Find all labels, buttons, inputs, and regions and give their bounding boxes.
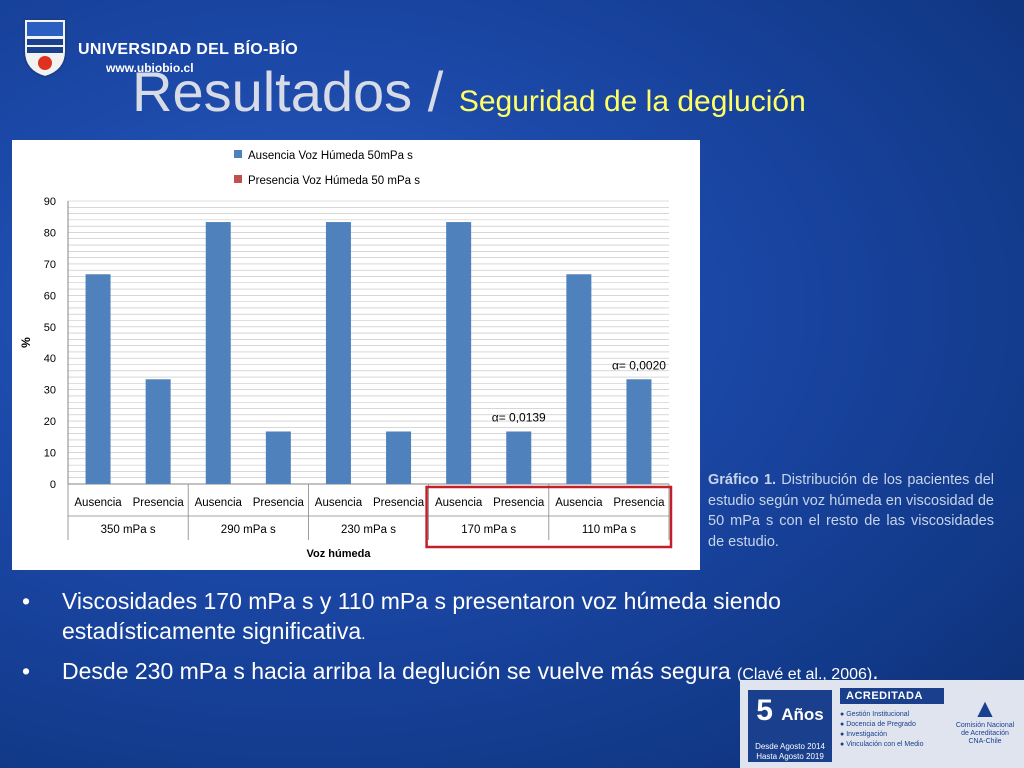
bar: [506, 431, 532, 484]
since-date: Desde Agosto 2014: [755, 742, 825, 751]
x-tick-label: Ausencia: [555, 497, 603, 509]
y-tick-label: 40: [44, 353, 56, 365]
chart-caption: Gráfico 1. Distribución de los pacientes…: [708, 470, 994, 552]
x-axis-label: Voz húmeda: [307, 548, 372, 560]
y-tick-label: 70: [44, 259, 56, 271]
x-tick-label: Presencia: [613, 497, 665, 509]
bar: [626, 379, 652, 484]
university-url: www.ubiobio.cl: [106, 61, 194, 75]
accreditation-badge: 5 Años Desde Agosto 2014 Hasta Agosto 20…: [740, 680, 1024, 768]
bar: [265, 431, 291, 484]
bullet-dot-icon: •: [22, 658, 31, 684]
org-line-1: Comisión Nacional: [955, 722, 1015, 729]
years-word: Años: [781, 705, 824, 724]
y-tick-label: 90: [44, 196, 56, 208]
y-tick-label: 60: [44, 290, 56, 302]
y-tick-label: 30: [44, 385, 56, 397]
y-tick-label: 0: [50, 479, 56, 491]
group-label: 230 mPa s: [341, 524, 396, 536]
area-item: Vinculación con el Medio: [840, 740, 944, 750]
x-tick-label: Ausencia: [195, 497, 243, 509]
bar: [325, 222, 351, 484]
significance-annotation: α= 0,0020: [612, 358, 666, 372]
y-tick-label: 20: [44, 416, 56, 428]
bar: [205, 222, 231, 484]
bar: [566, 274, 592, 484]
legend-label: Ausencia Voz Húmeda 50mPa s: [248, 150, 413, 162]
org-line-2: de Acreditación: [961, 730, 1009, 737]
page-title: Resultados / Seguridad de la deglución: [132, 64, 806, 120]
accreditation-areas: ACREDITADA Gestión Institucional Docenci…: [840, 688, 944, 750]
university-logo: UNIVERSIDAD DEL BÍO-BÍO www.ubiobio.cl: [22, 15, 298, 87]
bullet-item: • Viscosidades 170 mPa s y 110 mPa s pre…: [22, 586, 912, 650]
bullet-item: • Desde 230 mPa s hacia arriba la degluc…: [22, 656, 912, 690]
bar: [85, 274, 111, 484]
bullet-tail: .: [872, 658, 879, 684]
significance-annotation: α= 0,0139: [492, 410, 546, 424]
area-item: Docencia de Pregrado: [840, 720, 944, 730]
legend-swatch: [234, 150, 242, 158]
bullet-dot-icon: •: [22, 588, 31, 614]
area-item: Gestión Institucional: [840, 710, 944, 720]
chart-svg: 0 10 20 30 40 50 60 70 80 90% Ausencia Presencia Aus…: [19, 150, 673, 560]
x-tick-label: Presencia: [493, 497, 545, 509]
university-shield-icon: [23, 18, 67, 79]
years-number: 5: [756, 694, 773, 727]
legend-swatch: [234, 175, 242, 183]
highlight-box: [425, 485, 673, 549]
university-name: UNIVERSIDAD DEL BÍO-BÍO: [78, 41, 298, 58]
x-tick-label: Ausencia: [315, 497, 363, 509]
x-tick-label: Presencia: [253, 497, 305, 509]
caption-label: Gráfico 1.: [708, 472, 777, 488]
y-tick-label: 10: [44, 448, 56, 460]
x-tick-label: Presencia: [133, 497, 185, 509]
x-tick-label: Presencia: [373, 497, 425, 509]
cna-logo: ▲ Comisión Nacional de Acreditación CNA-…: [950, 694, 1020, 746]
group-label: 350 mPa s: [101, 524, 156, 536]
bar-chart: 0 10 20 30 40 50 60 70 80 90% Ausencia Presencia Aus…: [12, 140, 700, 570]
title-main: Resultados /: [132, 60, 444, 123]
years-block: 5 Años Desde Agosto 2014 Hasta Agosto 20…: [748, 690, 832, 762]
group-label: 290 mPa s: [221, 524, 276, 536]
bullet-text: Viscosidades 170 mPa s y 110 mPa s prese…: [62, 588, 781, 644]
bar: [386, 431, 412, 484]
group-label: 170 mPa s: [461, 524, 516, 536]
bullet-list: • Viscosidades 170 mPa s y 110 mPa s pre…: [22, 586, 912, 696]
bullet-citation: (Clavé et al., 2006): [737, 666, 873, 683]
y-tick-label: 50: [44, 322, 56, 334]
bullet-text: Desde 230 mPa s hacia arriba la deglució…: [62, 658, 731, 684]
x-tick-label: Ausencia: [435, 497, 483, 509]
org-line-3: CNA-Chile: [968, 738, 1002, 745]
y-tick-label: 80: [44, 227, 56, 239]
bar: [446, 222, 472, 484]
area-item: Investigación: [840, 730, 944, 740]
until-date: Hasta Agosto 2019: [756, 752, 824, 761]
group-label: 110 mPa s: [582, 524, 636, 536]
cna-mark-icon: ▲: [972, 693, 998, 723]
y-axis-label: %: [19, 337, 33, 348]
legend-label: Presencia Voz Húmeda 50 mPa s: [248, 175, 420, 187]
title-sub: Seguridad de la deglución: [458, 85, 806, 118]
bar: [145, 379, 171, 484]
x-tick-label: Ausencia: [74, 497, 122, 509]
accreditation-status: ACREDITADA: [840, 688, 944, 704]
bullet-tail: .: [361, 626, 366, 643]
caption-text: Distribución de los pacientes del estudi…: [708, 472, 994, 550]
